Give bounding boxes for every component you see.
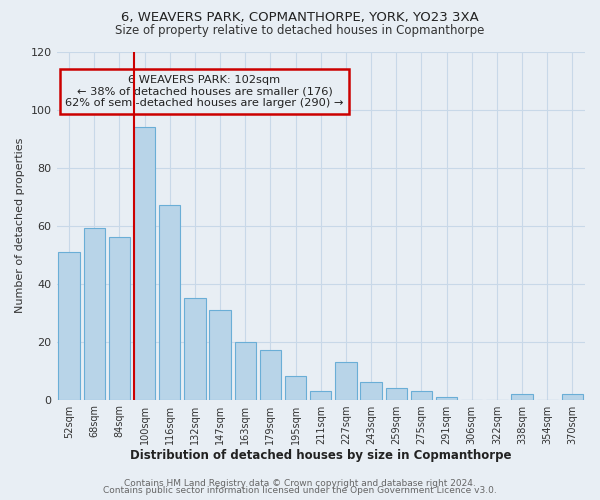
- Text: Size of property relative to detached houses in Copmanthorpe: Size of property relative to detached ho…: [115, 24, 485, 37]
- Bar: [159, 205, 181, 400]
- Bar: [134, 127, 155, 400]
- Text: 6 WEAVERS PARK: 102sqm
← 38% of detached houses are smaller (176)
62% of semi-de: 6 WEAVERS PARK: 102sqm ← 38% of detached…: [65, 75, 344, 108]
- Text: 6, WEAVERS PARK, COPMANTHORPE, YORK, YO23 3XA: 6, WEAVERS PARK, COPMANTHORPE, YORK, YO2…: [121, 11, 479, 24]
- Bar: [285, 376, 307, 400]
- Bar: [411, 391, 432, 400]
- X-axis label: Distribution of detached houses by size in Copmanthorpe: Distribution of detached houses by size …: [130, 450, 512, 462]
- Bar: [310, 391, 331, 400]
- Y-axis label: Number of detached properties: Number of detached properties: [15, 138, 25, 313]
- Bar: [436, 396, 457, 400]
- Bar: [58, 252, 80, 400]
- Text: Contains HM Land Registry data © Crown copyright and database right 2024.: Contains HM Land Registry data © Crown c…: [124, 478, 476, 488]
- Bar: [209, 310, 231, 400]
- Bar: [260, 350, 281, 400]
- Text: Contains public sector information licensed under the Open Government Licence v3: Contains public sector information licen…: [103, 486, 497, 495]
- Bar: [386, 388, 407, 400]
- Bar: [83, 228, 105, 400]
- Bar: [511, 394, 533, 400]
- Bar: [184, 298, 206, 400]
- Bar: [562, 394, 583, 400]
- Bar: [235, 342, 256, 400]
- Bar: [361, 382, 382, 400]
- Bar: [109, 237, 130, 400]
- Bar: [335, 362, 356, 400]
